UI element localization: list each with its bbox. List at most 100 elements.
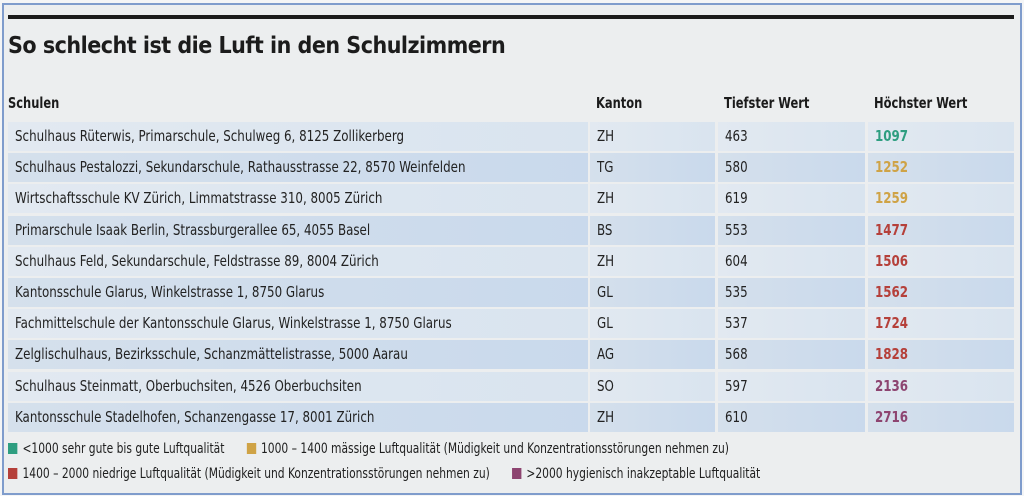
school-cell: Primarschule Isaak Berlin, Strassburgera… bbox=[8, 215, 588, 245]
max-value-cell: 1828 bbox=[868, 340, 1014, 370]
school-cell: Zelglischulhaus, Bezirksschule, Schanzmä… bbox=[8, 340, 588, 370]
canton-cell: SO bbox=[590, 371, 715, 401]
school-cell-text: Kantonsschule Stadelhofen, Schanzengasse… bbox=[15, 407, 375, 426]
canton-cell: ZH bbox=[590, 184, 715, 214]
min-value-cell-text: 604 bbox=[725, 251, 748, 270]
legend-label-good: <1000 sehr gute bis gute Luftqualität bbox=[22, 441, 225, 457]
max-value-cell: 1506 bbox=[868, 246, 1014, 276]
legend-swatch-moderate bbox=[246, 443, 256, 454]
legend-swatch-good bbox=[8, 443, 18, 454]
min-value-cell-text: 463 bbox=[725, 127, 748, 145]
min-value-cell: 553 bbox=[718, 215, 865, 245]
table-row: Schulhaus Rüterwis, Primarschule, Schulw… bbox=[8, 122, 1014, 151]
school-cell: Schulhaus Steinmatt, Oberbuchsiten, 4526… bbox=[8, 371, 588, 401]
canton-cell: GL bbox=[590, 278, 715, 307]
canton-cell-text: ZH bbox=[597, 189, 615, 208]
header-min: Tiefster Wert bbox=[724, 94, 810, 112]
table-row: Kantonsschule Glarus, Winkelstrasse 1, 8… bbox=[8, 278, 1014, 307]
school-cell: Kantonsschule Stadelhofen, Schanzengasse… bbox=[8, 402, 588, 432]
min-value-cell-text: 610 bbox=[725, 407, 748, 426]
top-rule bbox=[8, 15, 1014, 19]
table-row: Kantonsschule Stadelhofen, Schanzengasse… bbox=[8, 402, 1014, 432]
max-value-cell: 1724 bbox=[868, 309, 1014, 339]
canton-cell: ZH bbox=[590, 402, 715, 432]
school-cell-text: Primarschule Isaak Berlin, Strassburgera… bbox=[15, 220, 371, 239]
max-value-cell-text: 1097 bbox=[875, 127, 909, 145]
max-value-cell-text: 1252 bbox=[875, 158, 909, 177]
max-value-cell-text: 2716 bbox=[875, 407, 909, 426]
legend-label-moderate: 1000 – 1400 mässige Luftqualität (Müdigk… bbox=[260, 441, 729, 457]
school-cell: Wirtschaftsschule KV Zürich, Limmatstras… bbox=[8, 184, 588, 214]
max-value-cell: 1252 bbox=[868, 153, 1014, 183]
legend-swatch-unacceptable bbox=[511, 468, 522, 479]
max-value-cell: 1097 bbox=[868, 122, 1014, 151]
canton-cell-text: ZH bbox=[597, 251, 615, 270]
max-value-cell: 2716 bbox=[868, 402, 1014, 432]
school-cell-text: Fachmittelschule der Kantonsschule Glaru… bbox=[15, 314, 452, 333]
min-value-cell: 597 bbox=[718, 371, 865, 401]
legend-label-poor: 1400 – 2000 niedrige Luftqualität (Müdig… bbox=[22, 466, 490, 482]
school-cell-text: Schulhaus Feld, Sekundarschule, Feldstra… bbox=[15, 251, 379, 270]
max-value-cell: 1562 bbox=[868, 278, 1014, 307]
header-max: Höchster Wert bbox=[874, 94, 968, 112]
school-cell: Kantonsschule Glarus, Winkelstrasse 1, 8… bbox=[8, 278, 588, 307]
canton-cell-text: ZH bbox=[597, 407, 615, 426]
canton-cell-text: AG bbox=[597, 345, 615, 364]
min-value-cell: 604 bbox=[718, 246, 865, 276]
canton-cell: ZH bbox=[590, 246, 715, 276]
school-cell-text: Wirtschaftsschule KV Zürich, Limmatstras… bbox=[15, 189, 383, 208]
school-cell-text: Schulhaus Rüterwis, Primarschule, Schulw… bbox=[15, 127, 405, 145]
max-value-cell-text: 1724 bbox=[875, 314, 909, 333]
max-value-cell-text: 1506 bbox=[875, 251, 909, 270]
school-cell-text: Schulhaus Steinmatt, Oberbuchsiten, 4526… bbox=[15, 376, 362, 395]
min-value-cell: 619 bbox=[718, 184, 865, 214]
min-value-cell: 463 bbox=[718, 122, 865, 151]
max-value-cell-text: 1259 bbox=[875, 189, 909, 208]
canton-cell-text: ZH bbox=[597, 127, 615, 145]
school-cell: Fachmittelschule der Kantonsschule Glaru… bbox=[8, 309, 588, 339]
canton-cell: AG bbox=[590, 340, 715, 370]
table-row: Primarschule Isaak Berlin, Strassburgera… bbox=[8, 215, 1014, 245]
canton-cell: TG bbox=[590, 153, 715, 183]
header-schools: Schulen bbox=[8, 94, 60, 112]
canton-cell-text: SO bbox=[597, 376, 614, 395]
max-value-cell-text: 1477 bbox=[875, 220, 909, 239]
min-value-cell-text: 535 bbox=[725, 283, 748, 301]
table-row: Fachmittelschule der Kantonsschule Glaru… bbox=[8, 309, 1014, 339]
min-value-cell-text: 568 bbox=[725, 345, 748, 364]
min-value-cell: 610 bbox=[718, 402, 865, 432]
min-value-cell: 537 bbox=[718, 309, 865, 339]
canton-cell: ZH bbox=[590, 122, 715, 151]
table-row: Schulhaus Steinmatt, Oberbuchsiten, 4526… bbox=[8, 371, 1014, 401]
school-cell-text: Schulhaus Pestalozzi, Sekundarschule, Ra… bbox=[15, 158, 466, 177]
max-value-cell: 2136 bbox=[868, 371, 1014, 401]
school-cell-text: Kantonsschule Glarus, Winkelstrasse 1, 8… bbox=[15, 283, 325, 301]
canton-cell-text: GL bbox=[597, 314, 613, 333]
canton-cell-text: BS bbox=[597, 220, 613, 239]
school-cell-text: Zelglischulhaus, Bezirksschule, Schanzmä… bbox=[15, 345, 408, 364]
min-value-cell-text: 580 bbox=[725, 158, 748, 177]
table-row: Zelglischulhaus, Bezirksschule, Schanzmä… bbox=[8, 340, 1014, 370]
canton-cell-text: GL bbox=[597, 283, 613, 301]
min-value-cell: 535 bbox=[718, 278, 865, 307]
table-row: Schulhaus Pestalozzi, Sekundarschule, Ra… bbox=[8, 153, 1014, 183]
canton-cell-text: TG bbox=[597, 158, 614, 177]
table-row: Schulhaus Feld, Sekundarschule, Feldstra… bbox=[8, 246, 1014, 276]
max-value-cell-text: 1562 bbox=[875, 283, 909, 301]
min-value-cell-text: 553 bbox=[725, 220, 748, 239]
min-value-cell-text: 619 bbox=[725, 189, 748, 208]
table-row: Wirtschaftsschule KV Zürich, Limmatstras… bbox=[8, 184, 1014, 214]
canton-cell: BS bbox=[590, 215, 715, 245]
canton-cell: GL bbox=[590, 309, 715, 339]
header-canton: Kanton bbox=[596, 94, 643, 112]
min-value-cell: 568 bbox=[718, 340, 865, 370]
legend-swatch-poor bbox=[8, 468, 18, 479]
min-value-cell-text: 537 bbox=[725, 314, 748, 333]
school-cell: Schulhaus Rüterwis, Primarschule, Schulw… bbox=[8, 122, 588, 151]
min-value-cell-text: 597 bbox=[725, 376, 748, 395]
max-value-cell-text: 1828 bbox=[875, 345, 909, 364]
legend-line-1: <1000 sehr gute bis gute Luftqualität 10… bbox=[8, 441, 856, 457]
page-title: So schlecht ist die Luft in den Schulzim… bbox=[8, 33, 506, 59]
max-value-cell-text: 2136 bbox=[875, 376, 909, 395]
max-value-cell: 1259 bbox=[868, 184, 1014, 214]
